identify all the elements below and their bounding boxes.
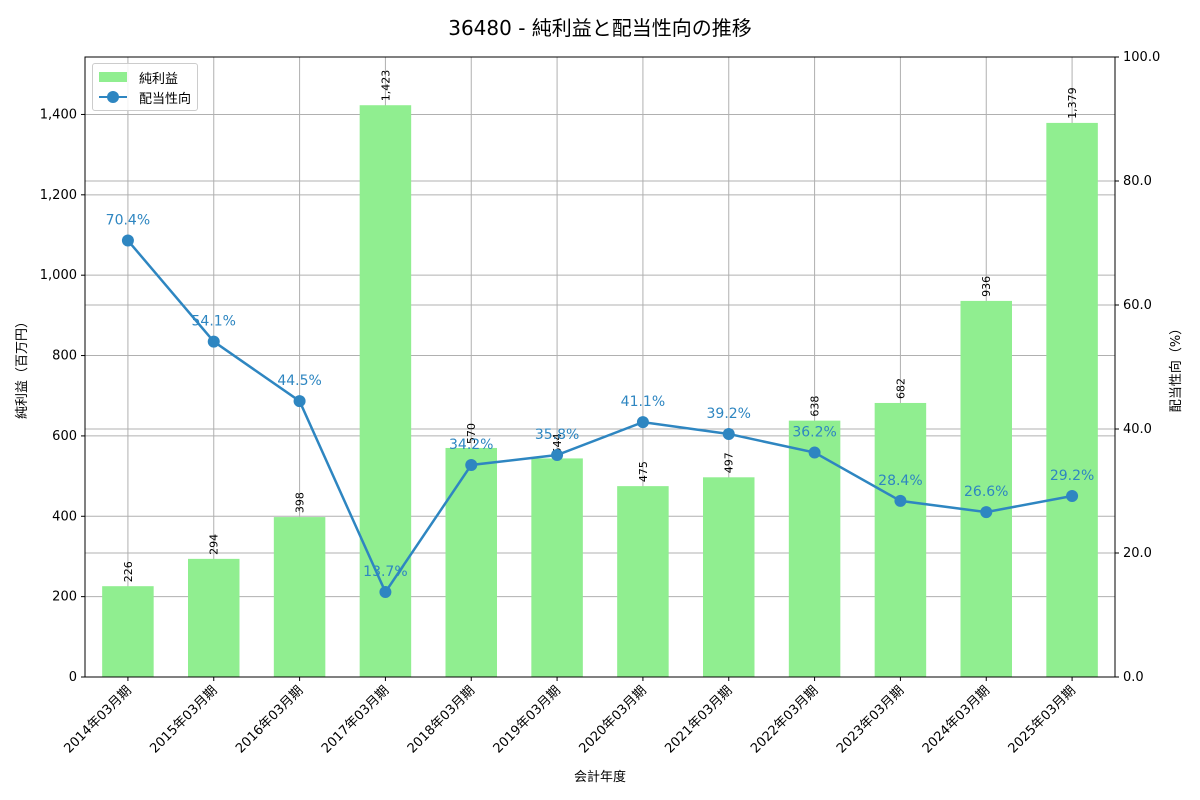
x-tick-label: 2016年03月期 (233, 683, 306, 756)
x-tick-label: 2020年03月期 (576, 683, 649, 756)
x-tick-label: 2015年03月期 (147, 683, 220, 756)
bar-value-label: 398 (294, 492, 307, 513)
legend-label: 純利益 (139, 71, 179, 87)
y-tick-label: 0 (69, 670, 77, 685)
payout-value-label: 29.2% (1050, 468, 1094, 484)
data-point (207, 335, 220, 348)
data-point (722, 427, 735, 440)
legend-item-net-income: 純利益 (99, 67, 191, 87)
bar (445, 447, 497, 677)
x-tick-label: 2018年03月期 (405, 683, 478, 756)
y2-tick-label: 80.0 (1123, 174, 1152, 189)
data-point (636, 416, 649, 429)
bar (531, 458, 583, 677)
payout-value-label: 26.6% (964, 484, 1008, 500)
payout-value-label: 36.2% (792, 425, 836, 441)
y2-tick-label: 40.0 (1123, 422, 1152, 437)
y-tick-label: 800 (52, 349, 77, 364)
bar-value-label: 226 (122, 561, 135, 582)
data-point (293, 395, 306, 408)
y-tick-label: 1,000 (40, 268, 77, 283)
payout-line (126, 239, 1073, 595)
y-tick-label: 200 (52, 590, 77, 605)
y2-tick-label: 60.0 (1123, 298, 1152, 313)
bar (960, 300, 1012, 677)
legend-label: 配当性向 (139, 91, 192, 107)
bar (703, 477, 755, 677)
x-tick-label: 2014年03月期 (61, 683, 134, 756)
data-point (1066, 489, 1079, 502)
bar-value-label: 1,379 (1066, 87, 1079, 119)
y2-tick-label: 100.0 (1123, 50, 1160, 65)
y-tick-label: 600 (52, 429, 77, 444)
line-marker-icon (99, 87, 127, 107)
bar-value-label: 1,423 (379, 70, 392, 102)
payout-value-label: 35.8% (535, 427, 579, 443)
bar-value-label: 544 (551, 433, 564, 454)
x-tick-label: 2017年03月期 (319, 683, 392, 756)
y-axis-label: 純利益（百万円） (15, 315, 30, 419)
legend: 純利益 配当性向 (92, 63, 199, 111)
bar (874, 402, 927, 677)
y-tick-label: 1,200 (40, 188, 77, 203)
data-point (894, 494, 907, 507)
data-point (808, 446, 821, 459)
bar (788, 420, 841, 677)
payout-value-label: 70.4% (106, 213, 150, 229)
x-tick-label: 2023年03月期 (834, 683, 907, 756)
data-point (465, 458, 478, 471)
bar (102, 586, 154, 677)
x-tick-label: 2021年03月期 (662, 683, 735, 756)
bar-value-label: 475 (637, 461, 650, 482)
bar (188, 558, 240, 677)
x-axis-label: 会計年度 (574, 769, 626, 785)
x-tick-label: 2024年03月期 (920, 683, 993, 756)
bar (273, 517, 326, 677)
plot-frame (84, 56, 1116, 678)
x-tick-label: 2022年03月期 (748, 683, 821, 756)
data-point (121, 234, 134, 247)
bar (617, 486, 669, 677)
x-tick-label: 2019年03月期 (491, 683, 564, 756)
chart-title: 36480 - 純利益と配当性向の推移 (448, 16, 752, 40)
bar-value-label: 682 (894, 378, 907, 399)
bar-value-label: 294 (208, 534, 221, 555)
data-point (551, 449, 564, 462)
bar-value-label: 936 (980, 276, 993, 297)
y-tick-label: 400 (52, 509, 77, 524)
bar (1046, 122, 1098, 678)
payout-value-label: 41.1% (621, 394, 665, 410)
payout-value-label: 28.4% (878, 473, 922, 489)
data-point (980, 506, 993, 519)
y2-tick-label: 20.0 (1123, 546, 1152, 561)
y2-axis-label: 配当性向（%） (1168, 322, 1184, 412)
bar (359, 105, 412, 677)
payout-value-label: 39.2% (707, 406, 751, 422)
y2-tick-label: 0.0 (1123, 670, 1144, 685)
bar-swatch-icon (99, 72, 127, 82)
bar-value-label: 497 (723, 452, 736, 473)
bar-value-label: 638 (809, 396, 822, 417)
bar-value-label: 570 (465, 423, 478, 444)
payout-value-label: 44.5% (277, 373, 321, 389)
payout-value-label: 54.1% (192, 314, 236, 330)
x-tick-label: 2025年03月期 (1006, 683, 1079, 756)
data-point (379, 586, 392, 599)
payout-value-label: 34.2% (449, 437, 493, 453)
payout-value-label: 13.7% (363, 564, 407, 580)
y-tick-label: 1,400 (40, 107, 77, 122)
legend-item-payout-ratio: 配当性向 (99, 87, 191, 107)
